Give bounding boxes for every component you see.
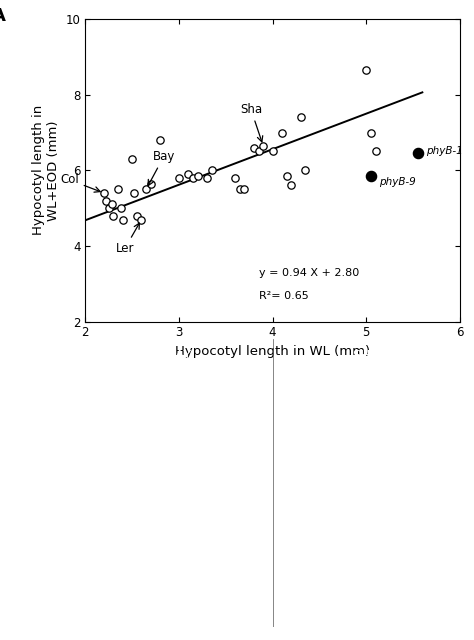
Point xyxy=(117,203,125,213)
Point xyxy=(259,141,267,151)
Text: Ler: Ler xyxy=(115,223,139,255)
Text: BAY: BAY xyxy=(166,349,191,362)
Point xyxy=(241,184,248,195)
Point xyxy=(278,127,286,138)
Text: SHA: SHA xyxy=(353,349,380,362)
Text: phyB-9: phyB-9 xyxy=(379,177,416,187)
Point xyxy=(367,127,374,138)
Point xyxy=(184,169,192,179)
Point xyxy=(194,171,201,181)
Text: WL+EOD: WL+EOD xyxy=(395,603,449,616)
Point xyxy=(108,199,115,209)
Point xyxy=(100,188,108,198)
Point xyxy=(372,147,379,157)
Point xyxy=(147,179,155,189)
Point xyxy=(297,113,304,123)
Point xyxy=(283,171,291,181)
Text: WL: WL xyxy=(312,603,330,616)
Point xyxy=(208,165,216,175)
Point xyxy=(189,173,197,183)
X-axis label: Hypocotyl length in WL (mm): Hypocotyl length in WL (mm) xyxy=(175,345,370,358)
Point xyxy=(142,184,150,195)
Text: y = 0.94 X + 2.80: y = 0.94 X + 2.80 xyxy=(258,268,359,278)
Text: WL: WL xyxy=(114,603,132,616)
Point xyxy=(236,184,244,195)
Point xyxy=(133,211,141,221)
Text: Sha: Sha xyxy=(240,102,263,142)
Text: WL+EOD: WL+EOD xyxy=(197,603,251,616)
Point xyxy=(414,148,421,159)
Point xyxy=(231,173,239,183)
Text: R²= 0.65: R²= 0.65 xyxy=(258,291,308,301)
Point xyxy=(114,184,122,195)
Point xyxy=(109,211,117,221)
Y-axis label: Hypocotyl length in
WL+EOD (mm): Hypocotyl length in WL+EOD (mm) xyxy=(32,105,60,236)
Text: A: A xyxy=(0,7,6,25)
Text: Col: Col xyxy=(60,173,100,192)
Text: B: B xyxy=(89,342,103,360)
Point xyxy=(130,188,138,198)
Point xyxy=(362,65,370,76)
Point xyxy=(105,203,112,213)
Point xyxy=(367,171,374,181)
Point xyxy=(269,147,276,157)
Point xyxy=(287,180,295,191)
Point xyxy=(203,173,211,183)
Point xyxy=(128,154,136,164)
Point xyxy=(255,147,262,157)
Text: Bay: Bay xyxy=(148,150,175,186)
Text: phyB-1: phyB-1 xyxy=(426,147,463,156)
Point xyxy=(301,165,309,175)
Point xyxy=(156,135,164,145)
Point xyxy=(175,173,182,183)
Point xyxy=(250,143,257,153)
Point xyxy=(119,214,127,225)
Point xyxy=(102,195,109,205)
Point xyxy=(137,214,145,225)
